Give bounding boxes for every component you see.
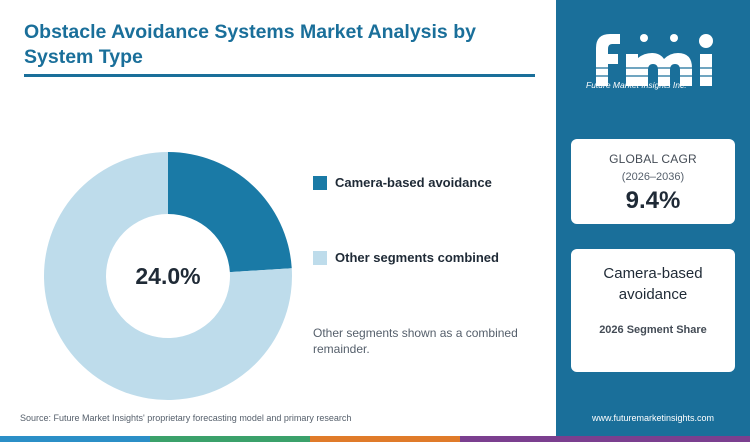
legend-label-camera: Camera-based avoidance bbox=[335, 175, 492, 190]
bottom-bar-segment bbox=[310, 436, 460, 442]
fmi-logo bbox=[592, 34, 722, 86]
bottom-color-bar bbox=[0, 436, 750, 442]
page-title: Obstacle Avoidance Systems Market Analys… bbox=[24, 21, 476, 68]
cagr-period: (2026–2036) bbox=[621, 171, 685, 183]
source-note: Source: Future Market Insights' propriet… bbox=[20, 413, 352, 423]
bottom-bar-segment bbox=[150, 436, 310, 442]
legend-item-camera: Camera-based avoidance bbox=[313, 175, 492, 190]
cagr-value: 9.4% bbox=[625, 187, 681, 214]
bottom-bar-segment bbox=[0, 436, 150, 442]
website-link[interactable]: www.futuremarketinsights.com bbox=[591, 413, 715, 423]
donut-slice-other bbox=[43, 152, 292, 400]
legend-item-other: Other segments combined bbox=[313, 250, 499, 265]
cagr-card: GLOBAL CAGR (2026–2036) 9.4% bbox=[571, 139, 735, 224]
cagr-title: GLOBAL CAGR bbox=[609, 152, 697, 166]
donut-chart: 24.0% bbox=[43, 152, 292, 400]
bottom-bar-segment bbox=[460, 436, 750, 442]
segment-name: Camera-based avoidance bbox=[603, 265, 703, 303]
donut-slice-camera bbox=[168, 152, 292, 273]
title-divider bbox=[24, 74, 535, 77]
legend-label-other: Other segments combined bbox=[335, 250, 499, 265]
logo-tagline: Future Market Insights Inc. bbox=[586, 80, 687, 90]
legend-swatch-camera bbox=[313, 175, 327, 190]
donut-center-label: 24.0% bbox=[135, 263, 200, 289]
segment-share-card: Camera-based avoidance 2026 Segment Shar… bbox=[571, 249, 735, 372]
chart-note: Other segments shown as a combined remai… bbox=[313, 326, 518, 356]
legend-swatch-other bbox=[313, 250, 327, 265]
segment-share-subtitle: 2026 Segment Share bbox=[599, 324, 707, 336]
